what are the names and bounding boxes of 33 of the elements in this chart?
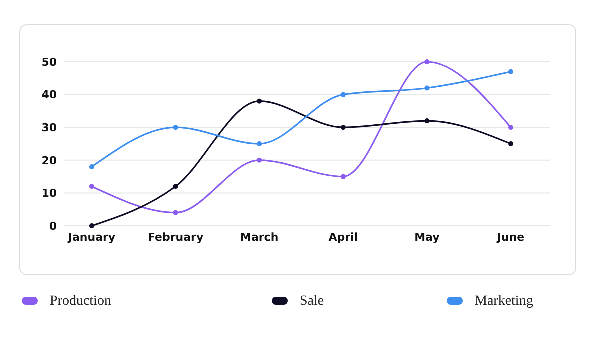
point <box>508 142 514 146</box>
y-tick-label: 30 <box>42 121 58 134</box>
point <box>424 60 430 64</box>
y-tick-label: 20 <box>42 154 58 168</box>
point <box>424 86 430 91</box>
y-tick-label: 10 <box>42 187 58 200</box>
point <box>257 158 262 163</box>
point <box>257 98 262 104</box>
point <box>340 92 346 98</box>
x-tick-label: January <box>67 231 116 244</box>
y-tick-label: 40 <box>42 88 58 102</box>
x-tick-label: April <box>328 231 358 244</box>
legend-label: Marketing <box>475 294 534 309</box>
point <box>173 210 178 216</box>
x-tick-label: June <box>496 231 525 244</box>
legend-label: Sale <box>300 294 324 309</box>
y-tick-label: 0 <box>49 220 58 233</box>
point <box>90 184 94 190</box>
x-tick-label: May <box>414 231 440 244</box>
point <box>508 125 514 130</box>
point <box>340 125 346 130</box>
point <box>90 224 94 228</box>
point <box>257 142 262 146</box>
y-tick-label: 50 <box>42 56 58 69</box>
point <box>340 174 346 180</box>
x-tick-label: February <box>148 231 204 244</box>
x-tick-label: March <box>240 231 279 244</box>
legend-label: Production <box>50 294 112 309</box>
point <box>90 164 94 170</box>
point <box>173 184 178 190</box>
point <box>173 125 178 130</box>
point <box>508 69 514 74</box>
point <box>424 118 430 124</box>
